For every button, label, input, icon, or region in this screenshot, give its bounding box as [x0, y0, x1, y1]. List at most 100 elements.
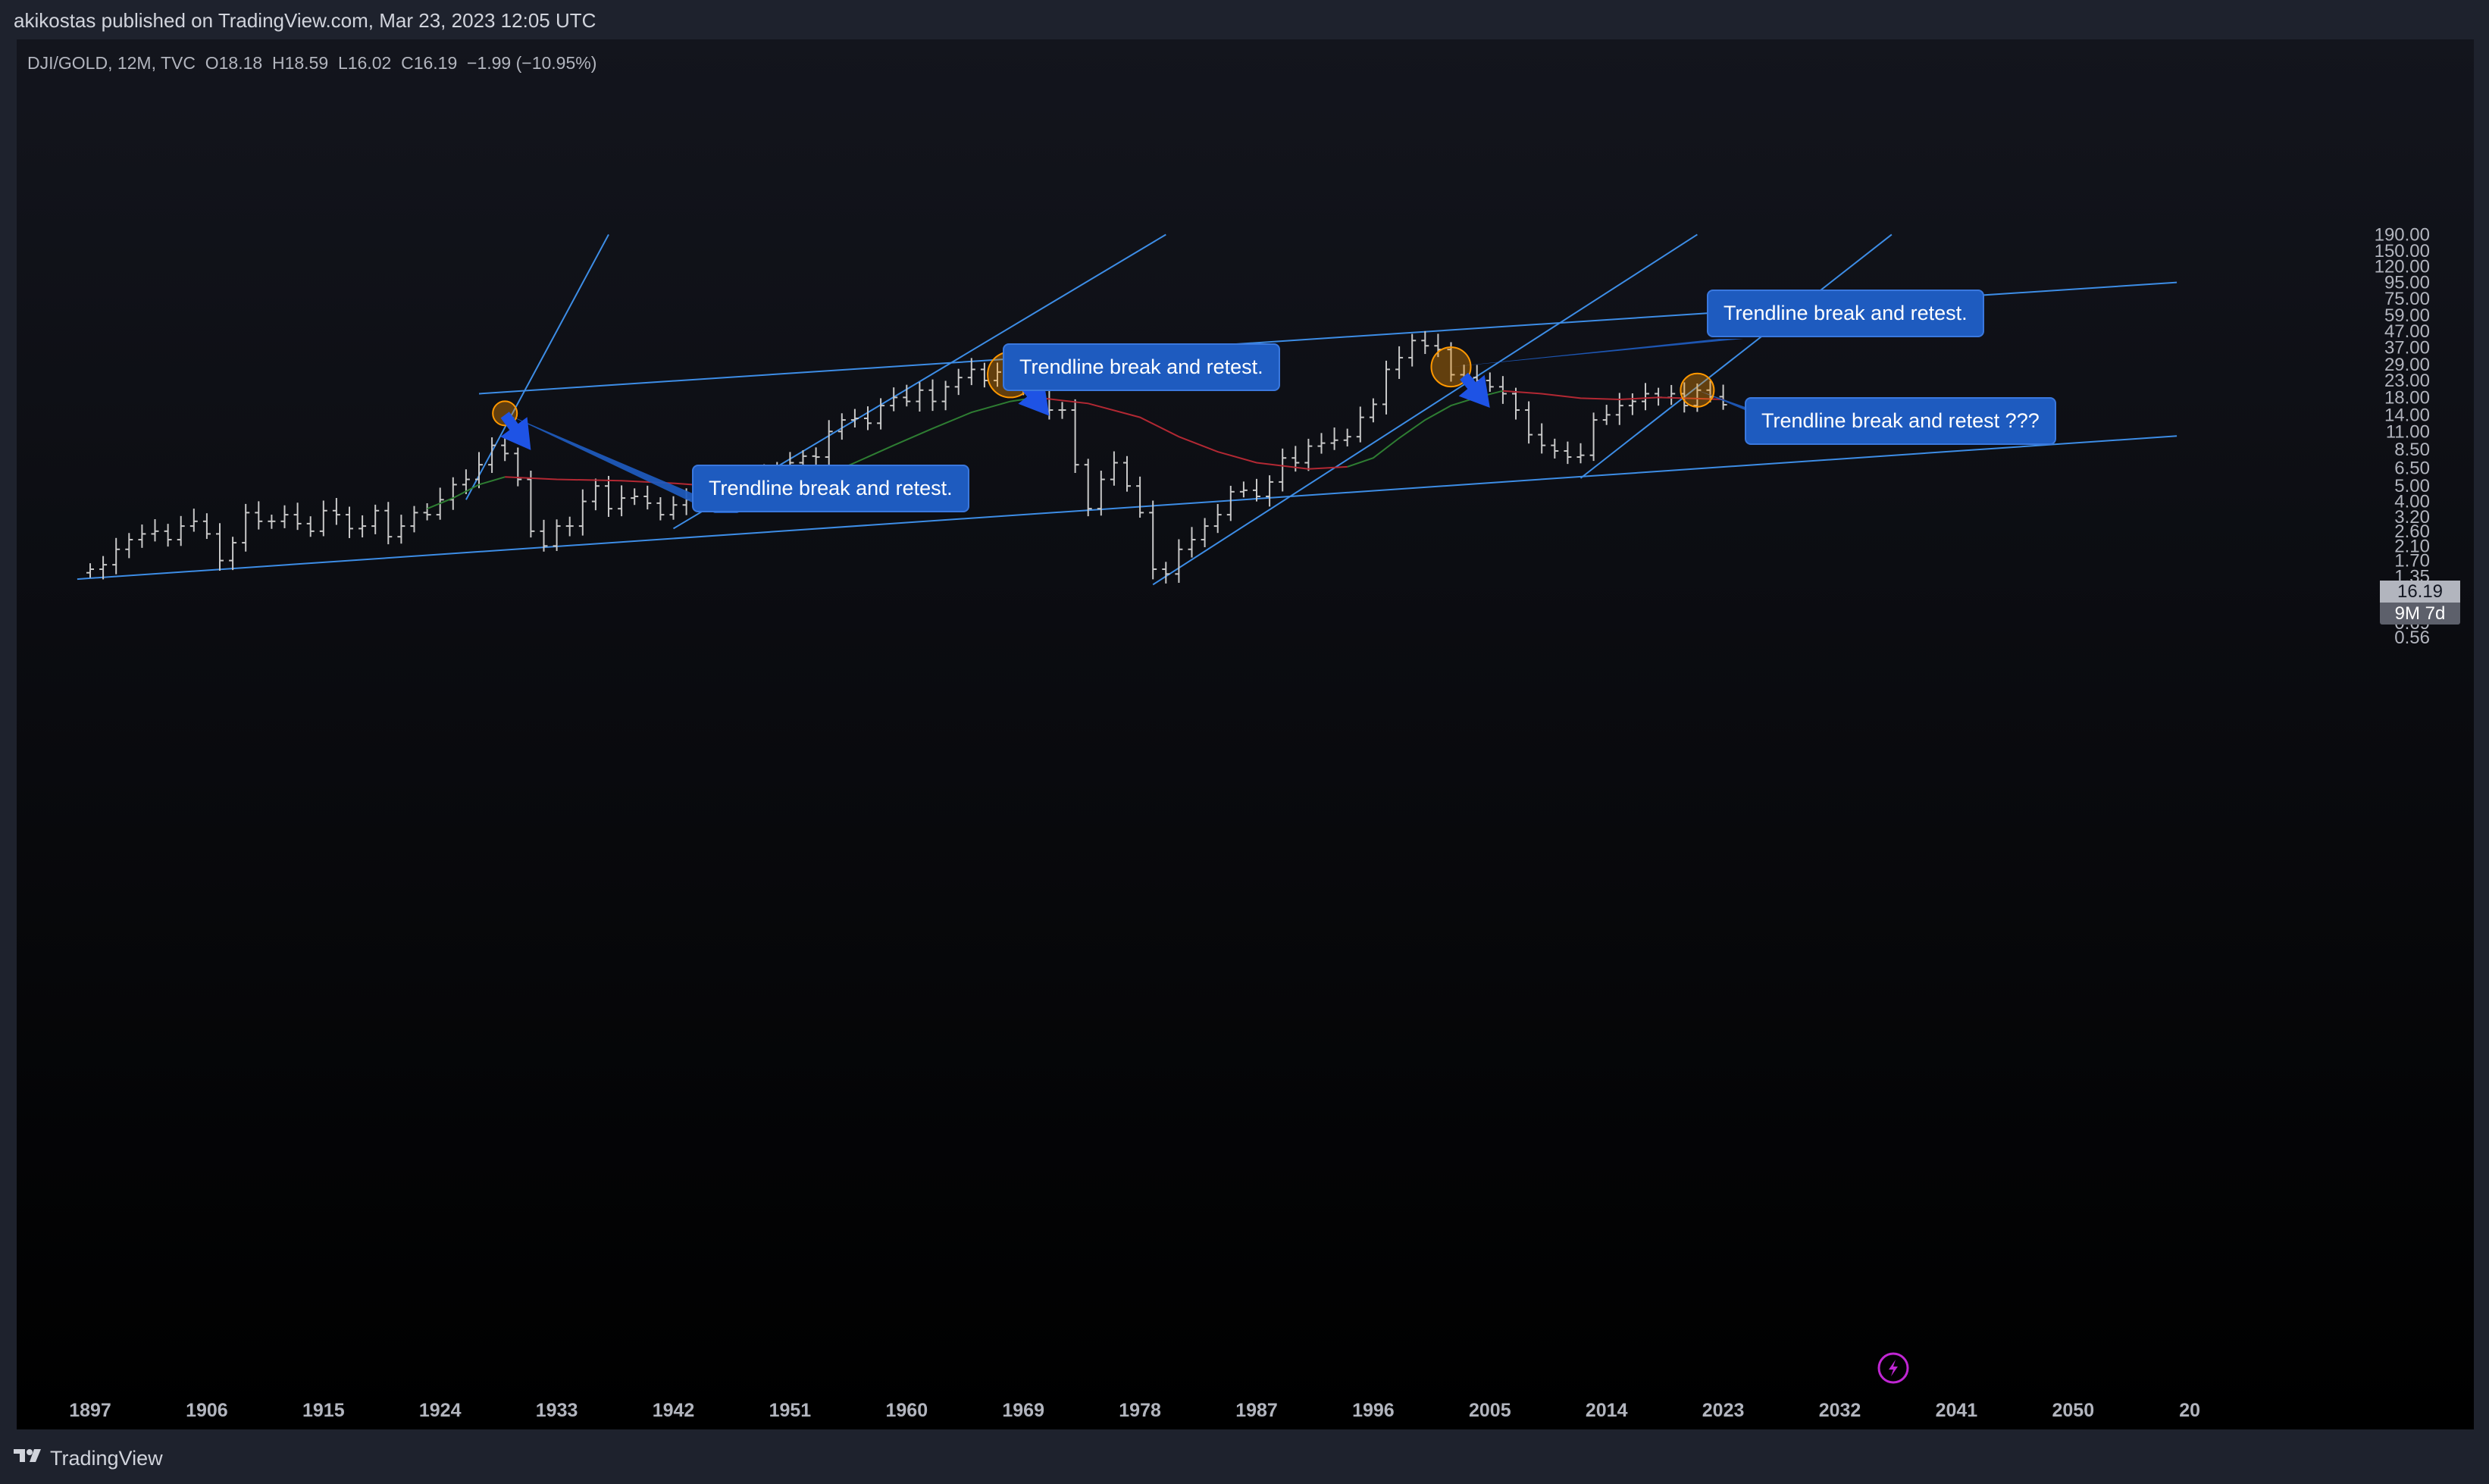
ohlc-bar-2017 — [1642, 383, 1649, 411]
ohlc-bar-2005 — [1486, 372, 1494, 392]
ohlc-bar-1972 — [1058, 402, 1066, 419]
price-tick-12: 14.00 — [2384, 405, 2430, 425]
price-tick-11: 18.00 — [2384, 387, 2430, 408]
ohlc-bar-1980 — [1162, 562, 1170, 584]
ohlc-bar-1979 — [1149, 500, 1157, 580]
ohlc-bar-1897 — [86, 563, 94, 578]
ohlc-bar-2012 — [1576, 443, 1585, 464]
ohlc-bar-1953 — [812, 447, 820, 467]
time-tick-11: 1987 — [1235, 1400, 1278, 1421]
ohlc-bar-2000 — [1421, 330, 1429, 355]
ohlc-bar-1976 — [1110, 451, 1118, 486]
callout-3[interactable]: Trendline break and retest. — [1707, 290, 1984, 337]
ohlc-bar-1999 — [1408, 333, 1417, 367]
price-tick-26: 0.56 — [2394, 628, 2430, 648]
price-tick-6: 59.00 — [2384, 305, 2430, 326]
ohlc-bar-1960 — [903, 384, 911, 407]
last-price-value: 16.19 — [2380, 581, 2460, 603]
ohlc-bar-1911 — [268, 515, 276, 529]
ohlc-bar-1998 — [1395, 346, 1404, 379]
price-tick-7: 47.00 — [2384, 321, 2430, 342]
ohlc-bar-1906 — [202, 513, 211, 540]
time-tick-4: 1924 — [419, 1400, 462, 1421]
price-tick-5: 75.00 — [2384, 289, 2430, 309]
ohlc-bar-1988 — [1266, 475, 1274, 507]
ohlc-bar-2023 — [1719, 384, 1727, 410]
ohlc-bar-1937 — [605, 475, 612, 517]
ohlc-bar-1963 — [941, 380, 950, 411]
ohlc-bar-1984 — [1213, 503, 1222, 534]
footer-brand: TradingView — [50, 1447, 163, 1470]
price-tick-4: 95.00 — [2384, 273, 2430, 293]
ohlc-bar-1916 — [332, 498, 340, 525]
time-tick-17: 2041 — [1936, 1400, 1978, 1421]
price-tick-9: 29.00 — [2384, 355, 2430, 375]
last-price-label: 16.19 9M 7d — [2380, 581, 2460, 625]
bar-countdown: 9M 7d — [2394, 603, 2446, 624]
callout-2[interactable]: Trendline break and retest. — [1003, 343, 1280, 391]
ohlc-bar-1987 — [1253, 478, 1260, 502]
ohlc-bar-1997 — [1382, 360, 1390, 415]
ohlc-bar-1926 — [462, 469, 470, 494]
footer-bar: TradingView — [0, 1435, 2489, 1484]
ohlc-bar-1993 — [1330, 427, 1338, 450]
ohlc-bar-1991 — [1304, 438, 1313, 471]
ohlc-bar-2013 — [1589, 412, 1598, 462]
ohlc-bar-1908 — [229, 537, 237, 571]
time-tick-6: 1942 — [653, 1400, 695, 1421]
ohlc-bar-1995 — [1356, 406, 1364, 443]
ohlc-bar-2008 — [1525, 401, 1533, 444]
ohlc-bar-1962 — [928, 379, 937, 412]
ohlc-bar-1977 — [1123, 456, 1131, 492]
ohlc-bars-layer — [86, 330, 1727, 584]
callout-4[interactable]: Trendline break and retest ??? — [1745, 397, 2056, 445]
ohlc-bar-1935 — [578, 489, 587, 536]
price-tick-14: 8.50 — [2394, 440, 2430, 460]
ohlc-bar-1917 — [346, 506, 353, 538]
ohlc-bar-2016 — [1628, 393, 1636, 415]
ohlc-bar-2014 — [1602, 405, 1611, 425]
ohlc-bar-1901 — [138, 524, 146, 548]
time-tick-12: 1996 — [1352, 1400, 1395, 1421]
time-tick-7: 1951 — [769, 1400, 812, 1421]
time-tick-16: 2032 — [1819, 1400, 1861, 1421]
legend-high: H18.59 — [271, 53, 329, 73]
callout-pointer-1 — [505, 413, 739, 513]
retest-circle-4 — [1680, 372, 1715, 408]
lightning-icon[interactable] — [1877, 1352, 1909, 1384]
ohlc-bar-2019 — [1667, 384, 1676, 405]
price-tick-8: 37.00 — [2384, 338, 2430, 358]
ohlc-bar-1904 — [177, 515, 185, 546]
ohlc-bar-1931 — [527, 471, 535, 538]
trendline-1 — [77, 435, 2177, 581]
ohlc-bar-1956 — [850, 409, 859, 428]
trendline-3 — [465, 233, 609, 500]
ohlc-bar-2015 — [1615, 393, 1623, 425]
ma-segment-4 — [1036, 396, 1348, 470]
ohlc-bar-1983 — [1201, 518, 1209, 547]
ohlc-bar-1964 — [954, 368, 963, 396]
ohlc-bar-1936 — [591, 478, 600, 511]
time-tick-13: 2005 — [1469, 1400, 1511, 1421]
price-tick-13: 11.00 — [2386, 421, 2430, 442]
legend-close: C16.19 — [401, 53, 458, 73]
header-bar: akikostas published on TradingView.com, … — [0, 0, 2489, 39]
ohlc-bar-1973 — [1071, 399, 1079, 473]
price-tick-2: 150.00 — [2375, 241, 2430, 261]
ohlc-bar-1909 — [242, 503, 250, 552]
chart-area[interactable]: 190.00 150.00 120.00 95.00 75.00 59.00 47.00 37… — [17, 39, 2474, 1429]
price-tick-16: 5.00 — [2394, 476, 2430, 496]
callout-1[interactable]: Trendline break and retest. — [692, 465, 969, 512]
publish-info: akikostas published on TradingView.com, … — [14, 9, 596, 32]
ohlc-bar-1925 — [449, 477, 457, 510]
ma-segment-1 — [427, 476, 506, 510]
ohlc-bar-1903 — [164, 524, 172, 547]
time-tick-8: 1960 — [885, 1400, 928, 1421]
ohlc-bar-1982 — [1188, 527, 1196, 558]
down-arrow-3 — [1458, 372, 1490, 408]
chart-canvas[interactable]: 190.00150.00120.0095.0075.0059.0047.0037… — [17, 39, 2474, 1429]
ohlc-bar-1918 — [358, 515, 367, 538]
legend-low: L16.02 — [337, 53, 392, 73]
symbol-legend[interactable]: DJI/GOLD, 12M, TVC O18.18 H18.59 L16.02 … — [27, 53, 596, 74]
trendline-5 — [1152, 233, 1698, 586]
